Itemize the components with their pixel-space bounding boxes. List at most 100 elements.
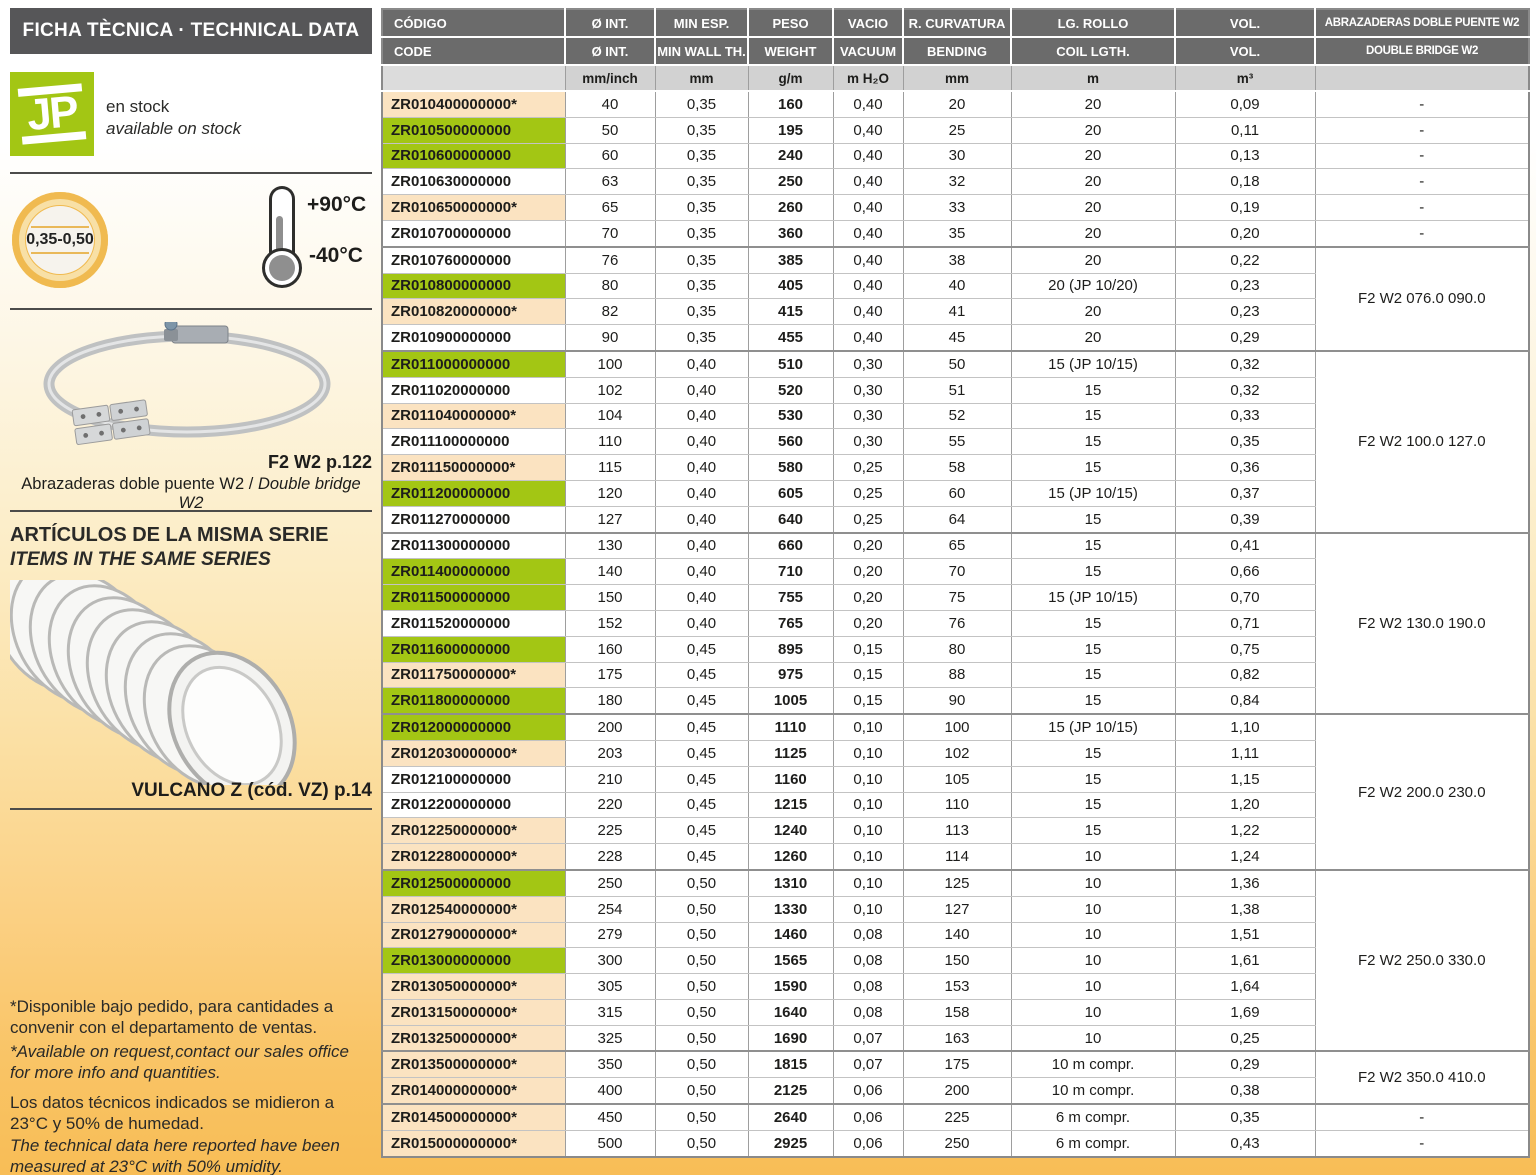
cell-product-code: ZR011000000000 (382, 349, 566, 378)
clamp-caption: Abrazaderas doble puente W2 / Double bri… (10, 475, 372, 513)
table-row: ZR012100000000 210 0,45 1160 0,10 105 15 1,15 (382, 766, 1529, 793)
cell-volume: 0,38 (1175, 1077, 1316, 1105)
cell-bending: 30 (903, 143, 1012, 170)
table-row: ZR010650000000* 65 0,35 260 0,40 33 20 0,19- (382, 194, 1530, 221)
cell-volume: 0,11 (1175, 117, 1316, 144)
cell-min-wall: 0,45 (655, 713, 749, 741)
column-header-row1: LG. ROLLO (1011, 9, 1176, 38)
cell-clamp-ref: F2 W2 100.0 127.0 (1315, 349, 1530, 534)
cell-coil-length: 20 (1011, 143, 1176, 170)
cell-min-wall: 0,45 (655, 817, 749, 845)
cell-volume: 0,75 (1175, 636, 1316, 663)
table-row: ZR013500000000* 350 0,50 1815 0,07 175 10 m co… (382, 1050, 1530, 1105)
cell-coil-length: 15 (1011, 506, 1176, 534)
cell-bending: 55 (903, 428, 1012, 456)
cell-volume: 1,69 (1175, 999, 1316, 1026)
cell-clamp-ref: - (1315, 91, 1530, 118)
cell-diameter: 100 (565, 349, 656, 378)
cell-coil-length: 15 (1011, 403, 1176, 430)
cell-volume: 0,35 (1175, 1103, 1316, 1131)
cell-volume: 0,41 (1175, 531, 1316, 560)
cell-bending: 52 (903, 403, 1012, 430)
cell-product-code: ZR012200000000 (382, 792, 566, 819)
cell-vacuum: 0,20 (833, 558, 904, 586)
cell-min-wall: 0,35 (655, 168, 749, 196)
cell-diameter: 315 (565, 999, 656, 1026)
cell-diameter: 82 (565, 298, 656, 326)
cell-coil-length: 15 (1011, 531, 1176, 560)
cell-product-code: ZR011100000000 (382, 428, 566, 456)
table-row: ZR013250000000* 325 0,50 1690 0,07 163 10 0,25 (382, 1025, 1529, 1052)
cell-weight: 660 (748, 531, 834, 560)
table-row: ZR013050000000* 305 0,50 1590 0,08 153 10 1,64 (382, 973, 1529, 1000)
cell-product-code: ZR010650000000* (382, 194, 566, 221)
cell-vacuum: 0,10 (833, 896, 904, 923)
cell-weight: 605 (748, 480, 834, 507)
cell-vacuum: 0,08 (833, 973, 904, 1000)
cell-bending: 113 (903, 817, 1012, 845)
column-header-row1: VACIO (833, 9, 904, 38)
cell-vacuum: 0,30 (833, 403, 904, 430)
cell-diameter: 130 (565, 531, 656, 560)
cell-bending: 110 (903, 792, 1012, 819)
cell-min-wall: 0,35 (655, 324, 749, 352)
cell-bending: 65 (903, 531, 1012, 560)
cell-weight: 710 (748, 558, 834, 586)
column-header-row2: VOL. (1175, 37, 1316, 66)
cell-coil-length: 15 (1011, 766, 1176, 793)
cell-volume: 0,71 (1175, 610, 1316, 637)
cell-min-wall: 0,35 (655, 143, 749, 170)
cell-bending: 153 (903, 973, 1012, 1000)
cell-min-wall: 0,50 (655, 1025, 749, 1052)
cell-vacuum: 0,08 (833, 947, 904, 975)
unit-cell: m³ (1175, 65, 1316, 92)
cell-min-wall: 0,50 (655, 922, 749, 949)
cell-diameter: 279 (565, 922, 656, 949)
cell-coil-length: 15 (1011, 377, 1176, 404)
table-row: ZR010800000000 80 0,35 405 0,40 40 20 (JP 10/2… (382, 273, 1529, 300)
table-row: ZR010500000000 50 0,35 195 0,40 25 20 0,11- (382, 117, 1530, 144)
table-row: ZR010600000000 60 0,35 240 0,40 30 20 0,13- (382, 143, 1530, 170)
cell-diameter: 254 (565, 896, 656, 923)
cell-weight: 250 (748, 168, 834, 196)
divider (10, 808, 372, 810)
cell-bending: 250 (903, 1130, 1012, 1158)
cell-bending: 60 (903, 480, 1012, 507)
cell-product-code: ZR011150000000* (382, 454, 566, 481)
hose-image (10, 580, 297, 785)
cell-volume: 0,32 (1175, 349, 1316, 378)
cell-volume: 0,82 (1175, 662, 1316, 689)
cell-min-wall: 0,40 (655, 428, 749, 456)
cell-weight: 510 (748, 349, 834, 378)
cell-volume: 1,38 (1175, 896, 1316, 923)
cell-weight: 1125 (748, 740, 834, 767)
cell-weight: 755 (748, 584, 834, 611)
cell-diameter: 140 (565, 558, 656, 586)
cell-min-wall: 0,45 (655, 636, 749, 663)
cell-volume: 0,33 (1175, 403, 1316, 430)
temperature-max: +90°C (307, 193, 367, 216)
cell-coil-length: 20 (1011, 220, 1176, 248)
cell-min-wall: 0,50 (655, 1050, 749, 1079)
cell-vacuum: 0,40 (833, 220, 904, 248)
table-row: ZR012250000000* 225 0,45 1240 0,10 113 15 1,22 (382, 817, 1529, 845)
cell-coil-length: 10 (1011, 973, 1176, 1000)
cell-vacuum: 0,15 (833, 687, 904, 715)
column-header-row2: VACUUM (833, 37, 904, 66)
cell-coil-length: 10 m compr. (1011, 1077, 1176, 1105)
column-header-row1: MIN ESP. (655, 9, 749, 38)
cell-min-wall: 0,40 (655, 480, 749, 507)
jp-stock-logo: JP (10, 72, 94, 156)
cell-coil-length: 15 (1011, 662, 1176, 689)
cell-diameter: 228 (565, 843, 656, 871)
series-title-es: ARTÍCULOS DE LA MISMA SERIE (10, 524, 329, 546)
cell-min-wall: 0,35 (655, 220, 749, 248)
cell-volume: 0,29 (1175, 1050, 1316, 1079)
cell-vacuum: 0,06 (833, 1103, 904, 1131)
cell-bending: 41 (903, 298, 1012, 326)
cell-volume: 1,24 (1175, 843, 1316, 871)
cell-product-code: ZR011040000000* (382, 403, 566, 430)
cell-min-wall: 0,40 (655, 403, 749, 430)
cell-volume: 1,51 (1175, 922, 1316, 949)
